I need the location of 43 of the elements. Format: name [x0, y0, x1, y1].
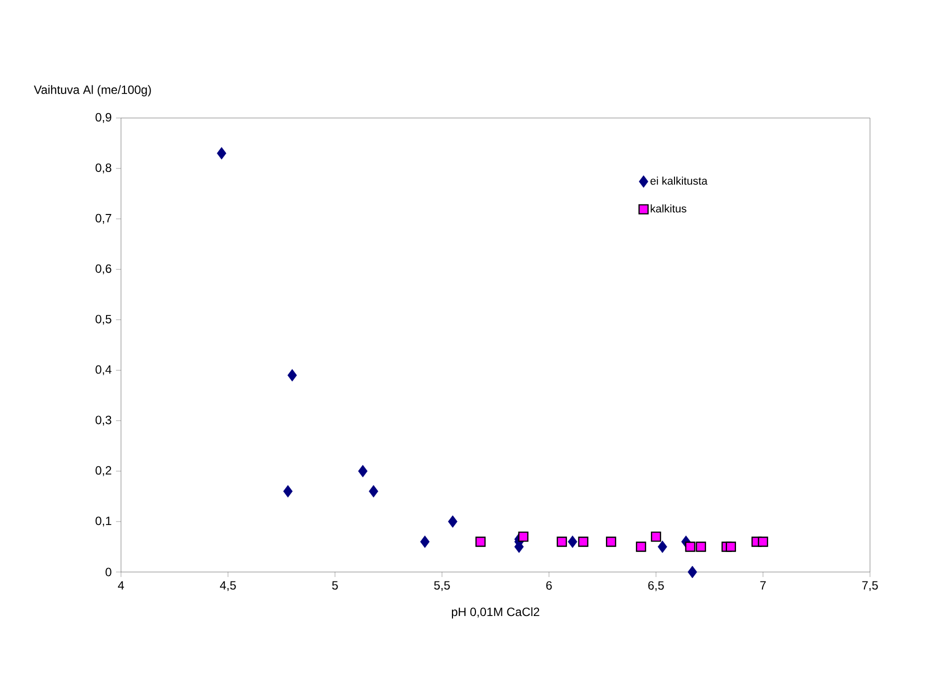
- point: [358, 464, 368, 478]
- point: [696, 542, 706, 552]
- x-tick-label: 7: [760, 581, 766, 590]
- point: [726, 542, 736, 552]
- point: [518, 532, 528, 542]
- point: [568, 536, 578, 548]
- y-tick-label: 0,4: [96, 365, 112, 376]
- point: [758, 536, 768, 547]
- point: [606, 536, 616, 547]
- y-tick-label: 0,5: [96, 314, 112, 325]
- point: [556, 536, 567, 547]
- x-tick-label: 4: [118, 581, 124, 590]
- x-tick-label: 5: [332, 581, 338, 590]
- point: [216, 147, 226, 160]
- y-tick-label: 0,9: [96, 113, 112, 123]
- y-axis-title: Vaihtuva Al (me/100g): [34, 85, 151, 96]
- point: [448, 515, 458, 528]
- x-tick-label: 7,5: [862, 581, 878, 591]
- point: [658, 540, 668, 553]
- point: [578, 536, 588, 547]
- point: [475, 536, 486, 547]
- y-tick-label: 0: [106, 568, 112, 576]
- y-tick-label: 0,2: [96, 466, 112, 476]
- y-tick-label: 0,3: [96, 416, 112, 426]
- point: [650, 532, 662, 542]
- point: [636, 542, 646, 552]
- legend-label: ei kalkitusta: [650, 176, 708, 185]
- point: [420, 536, 430, 548]
- y-tick-label: 0,6: [96, 264, 112, 274]
- x-tick-label: 4,5: [220, 581, 236, 591]
- y-tick-label: 0,8: [96, 163, 112, 174]
- point: [688, 566, 698, 578]
- y-tick-label: 0,1: [96, 516, 112, 527]
- x-tick-label: 6,5: [648, 581, 664, 592]
- x-axis-title: pH 0,01M CaCl2: [452, 607, 540, 618]
- y-tick-label: 0,7: [96, 214, 112, 224]
- point: [283, 485, 293, 498]
- point: [685, 542, 696, 552]
- point: [368, 485, 378, 498]
- point: [288, 369, 297, 382]
- x-tick-label: 5,5: [434, 581, 450, 591]
- legend-label: kalkitus: [650, 204, 686, 212]
- x-tick-label: 6: [546, 581, 552, 590]
